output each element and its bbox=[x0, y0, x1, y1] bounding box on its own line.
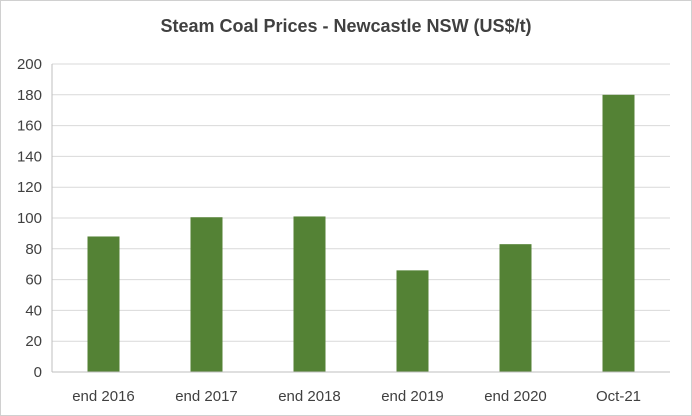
y-tick-label: 180 bbox=[17, 87, 42, 104]
x-tick-label: end 2020 bbox=[484, 388, 547, 405]
y-tick-label: 60 bbox=[25, 272, 42, 289]
gridlines bbox=[52, 63, 670, 342]
y-tick-label: 200 bbox=[17, 56, 42, 73]
x-tick-label: end 2016 bbox=[72, 388, 135, 405]
x-tick-label: end 2018 bbox=[278, 388, 341, 405]
bars bbox=[87, 94, 635, 373]
y-tick-label: 120 bbox=[17, 179, 42, 196]
y-tick-label: 140 bbox=[17, 148, 42, 165]
x-tick-label: end 2017 bbox=[175, 388, 238, 405]
x-tick-label: Oct-21 bbox=[596, 388, 641, 405]
y-tick-labels: 0 20 40 60 80 100 120 140 160 180 200 bbox=[17, 56, 42, 381]
chart-title: Steam Coal Prices - Newcastle NSW (US$/t… bbox=[160, 16, 532, 36]
bar-end-2018 bbox=[293, 216, 326, 372]
y-tick-label: 20 bbox=[25, 333, 42, 350]
x-tick-labels: end 2016 end 2017 end 2018 end 2019 end 2020… bbox=[72, 388, 641, 405]
bar-oct-21 bbox=[602, 94, 635, 373]
y-tick-label: 80 bbox=[25, 241, 42, 258]
bar-end-2019 bbox=[396, 270, 429, 372]
axes bbox=[51, 64, 670, 373]
bar-end-2017 bbox=[190, 217, 223, 372]
bar-end-2020 bbox=[499, 244, 532, 372]
x-tick-label: end 2019 bbox=[381, 388, 444, 405]
bar-end-2016 bbox=[87, 236, 120, 372]
y-tick-label: 40 bbox=[25, 302, 42, 319]
y-tick-label: 100 bbox=[17, 210, 42, 227]
y-tick-label: 0 bbox=[34, 364, 42, 381]
y-tick-label: 160 bbox=[17, 118, 42, 135]
